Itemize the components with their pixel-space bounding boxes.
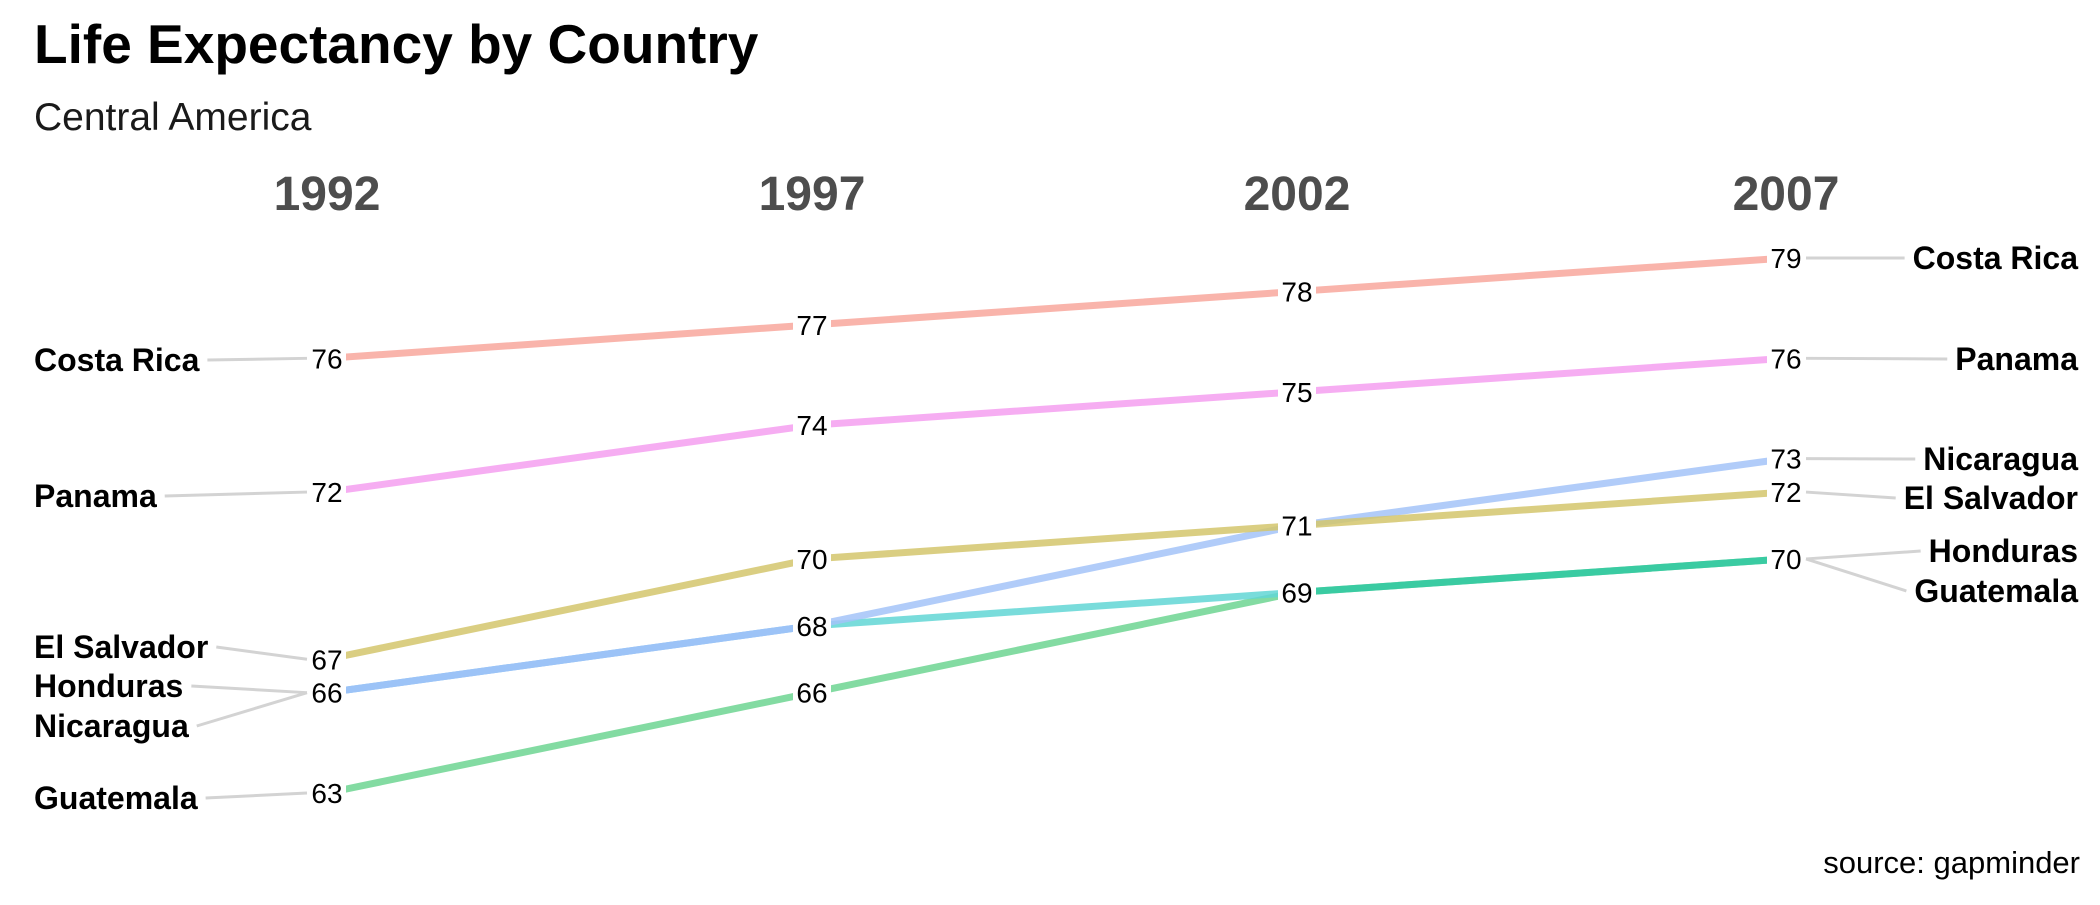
series-segment-panama-1997-2002 [812, 392, 1297, 425]
left-leader-honduras [191, 686, 307, 693]
value-label-1992-63: 63 [311, 778, 342, 809]
right-label-nicaragua: Nicaragua [1923, 441, 2078, 477]
year-label-1992: 1992 [274, 168, 381, 221]
left-leader-guatemala [206, 793, 307, 798]
series-segment-costa-rica-2002-2007 [1297, 258, 1786, 291]
series-segment-costa-rica-1997-2002 [812, 291, 1297, 324]
right-label-costa-rica: Costa Rica [1913, 240, 2079, 276]
right-leader-el-salvador [1806, 492, 1896, 498]
series-lines [327, 258, 1786, 793]
value-label-1992-72: 72 [311, 477, 342, 508]
value-label-1997-70: 70 [796, 544, 827, 575]
left-label-panama: Panama [34, 478, 157, 514]
value-label-1992-76: 76 [311, 343, 342, 374]
left-label-el-salvador: El Salvador [34, 629, 208, 665]
value-label-2002-71: 71 [1281, 511, 1312, 542]
left-leader-panama [165, 492, 307, 496]
value-label-1997-77: 77 [796, 310, 827, 341]
chart-subtitle: Central America [34, 96, 312, 139]
value-label-1992-67: 67 [311, 644, 342, 675]
year-label-2007: 2007 [1733, 168, 1840, 221]
value-label-1997-66: 66 [796, 678, 827, 709]
series-segment-nicaragua-1992-1997 [327, 626, 812, 693]
value-label-2007-70: 70 [1770, 544, 1801, 575]
value-label-2007-73: 73 [1770, 444, 1801, 475]
value-label-2007-72: 72 [1770, 477, 1801, 508]
series-segment-guatemala-1992-1997 [327, 693, 812, 793]
left-label-honduras: Honduras [34, 668, 183, 704]
left-leader-nicaragua [197, 693, 307, 726]
value-label-1992-66: 66 [311, 678, 342, 709]
chart-title: Life Expectancy by Country [34, 13, 759, 75]
series-segment-honduras-2002-2007 [1297, 559, 1786, 592]
left-label-nicaragua: Nicaragua [34, 708, 189, 744]
value-label-2007-79: 79 [1770, 243, 1801, 274]
right-label-el-salvador: El Salvador [1904, 480, 2078, 516]
chart-caption: source: gapminder [1823, 845, 2080, 880]
year-axis-labels: 1992 1997 2002 2007 [274, 168, 1840, 221]
label-leader-lines [165, 258, 1948, 798]
left-label-costa-rica: Costa Rica [34, 342, 200, 378]
series-segment-costa-rica-1992-1997 [327, 325, 812, 358]
left-leader-el-salvador [216, 647, 307, 659]
right-leader-guatemala [1806, 559, 1906, 591]
value-label-1997-74: 74 [796, 410, 827, 441]
year-label-2002: 2002 [1244, 168, 1351, 221]
value-label-2002-75: 75 [1281, 377, 1312, 408]
value-label-1997-68: 68 [796, 611, 827, 642]
series-segment-el-salvador-2002-2007 [1297, 492, 1786, 525]
series-segment-nicaragua-2002-2007 [1297, 459, 1786, 526]
year-label-1997: 1997 [759, 168, 866, 221]
value-label-2002-69: 69 [1281, 577, 1312, 608]
right-leader-panama [1806, 358, 1947, 359]
series-segment-panama-1992-1997 [327, 425, 812, 492]
right-label-guatemala: Guatemala [1914, 573, 2078, 609]
value-label-2007-76: 76 [1770, 343, 1801, 374]
right-label-panama: Panama [1955, 341, 2078, 377]
right-label-honduras: Honduras [1929, 533, 2078, 569]
right-leader-honduras [1806, 551, 1921, 559]
left-leader-costa-rica [207, 358, 307, 360]
value-label-2002-78: 78 [1281, 276, 1312, 307]
series-segment-el-salvador-1992-1997 [327, 559, 812, 659]
left-label-guatemala: Guatemala [34, 780, 198, 816]
series-segment-panama-2002-2007 [1297, 358, 1786, 391]
